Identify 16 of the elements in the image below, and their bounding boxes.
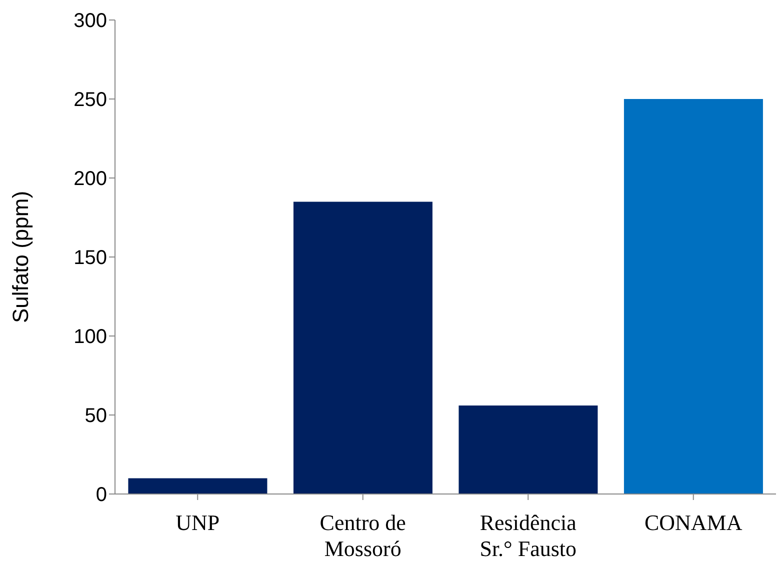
- y-tick-label: 50: [84, 405, 107, 428]
- x-tick-label: CONAMA: [644, 510, 742, 535]
- bar: [293, 202, 432, 494]
- bar: [128, 478, 268, 494]
- y-tick-label: 100: [74, 326, 107, 348]
- bar: [458, 406, 598, 494]
- y-tick-label: 150: [74, 247, 107, 270]
- y-tick-label: 200: [74, 168, 107, 190]
- x-tick-label: UNP: [176, 510, 220, 535]
- x-tick-label: Centro de Mossoró: [320, 510, 406, 561]
- y-tick-label: 250: [74, 89, 107, 112]
- bar: [624, 99, 763, 494]
- y-axis-title: Sulfato (ppm): [8, 190, 33, 324]
- x-tick-label: Residência Sr.° Fausto: [480, 510, 577, 561]
- y-tick-label: 0: [96, 484, 107, 506]
- y-tick-label: 300: [74, 10, 107, 32]
